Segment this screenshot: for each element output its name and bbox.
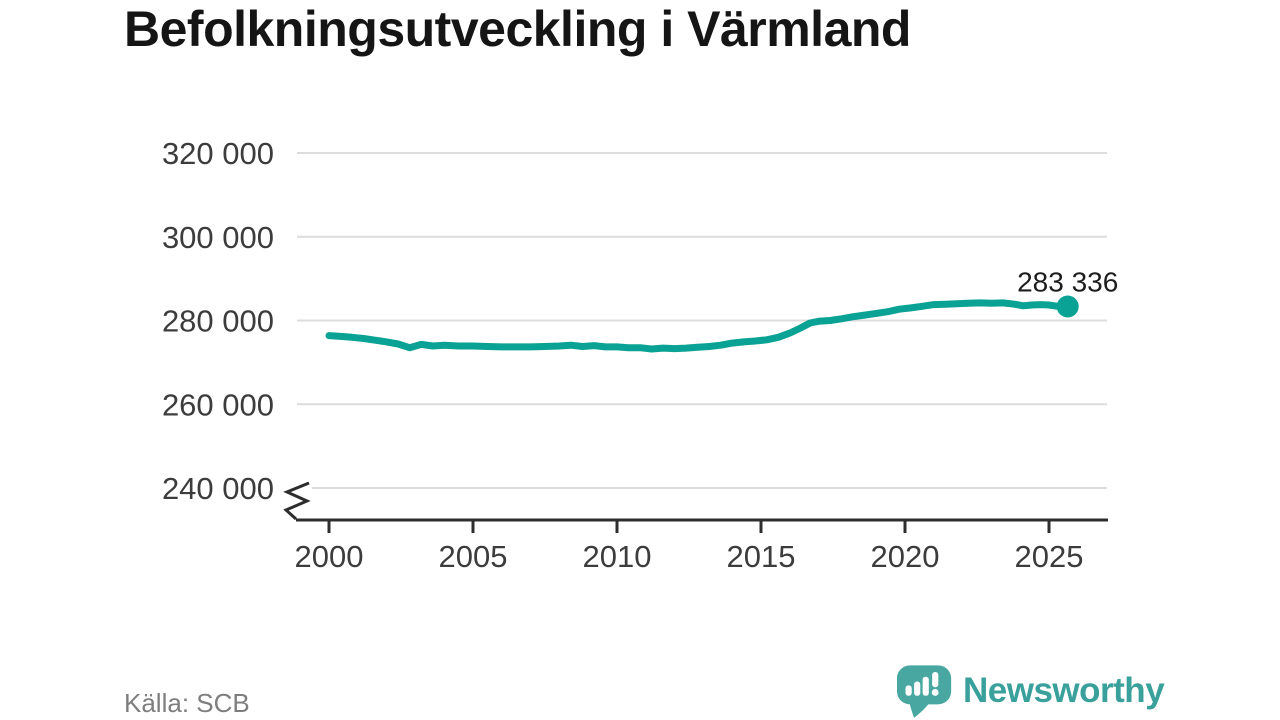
y-axis-break-icon [283, 481, 311, 521]
y-axis-tick-label: 300 000 [162, 220, 274, 255]
population-line [325, 299, 1072, 353]
y-axis-tick-label: 280 000 [162, 304, 274, 339]
chart-title: Befolkningsutveckling i Värmland [124, 1, 911, 57]
newsworthy-wordmark: Newsworthy [963, 671, 1165, 710]
x-axis-tick-label: 2000 [295, 539, 364, 574]
y-axis-tick-label: 260 000 [162, 387, 274, 422]
newsworthy-bar-chart-bubble-icon [897, 665, 952, 718]
x-axis-tick-label: 2005 [439, 539, 508, 574]
x-axis-tick-label: 2020 [871, 539, 940, 574]
y-axis-tick-label: 320 000 [162, 136, 274, 171]
latest-value-label: 283 336 [1017, 267, 1118, 298]
newsworthy-logo: Newsworthy [897, 664, 1165, 720]
x-axis-tick-label: 2025 [1015, 539, 1084, 574]
latest-value-dot [1056, 295, 1079, 318]
x-axis-tick-label: 2015 [727, 539, 796, 574]
x-axis-tick-label: 2010 [583, 539, 652, 574]
y-axis-tick-label: 240 000 [162, 471, 274, 506]
source-caption: Källa: SCB [124, 688, 250, 718]
